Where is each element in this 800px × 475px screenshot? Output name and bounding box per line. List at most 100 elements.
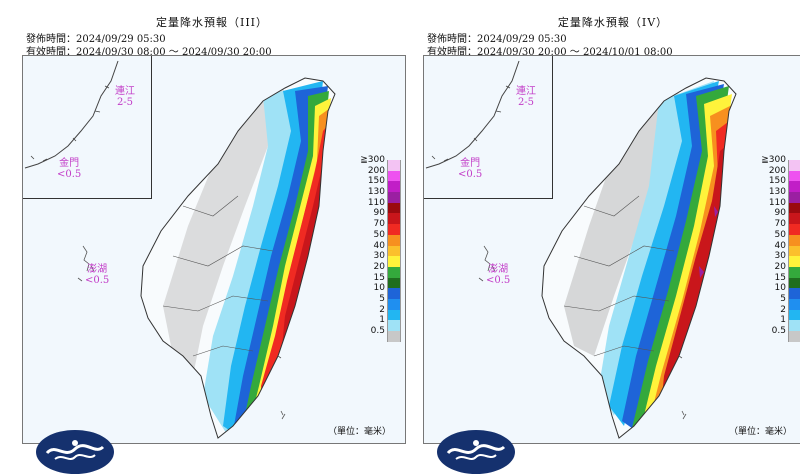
taiwan-rainfall-svg: [77, 77, 336, 439]
legend-row: 20: [345, 262, 401, 278]
legend-swatch: [387, 331, 401, 342]
legend-row: 10: [345, 283, 401, 299]
island-label-penghu: 澎湖 <0.5: [85, 264, 109, 286]
legend-row: 0.5: [746, 326, 800, 342]
legend-row: 50: [746, 230, 800, 246]
inset-coast-svg: [425, 60, 520, 169]
panel-title: 定量降水預報（IV）: [557, 16, 669, 29]
legend-row: 0.5: [345, 326, 401, 342]
legend-swatch: [788, 266, 800, 278]
legend-label: 10: [373, 283, 385, 294]
legend-label: 2: [780, 304, 786, 315]
legend-row: 40: [345, 241, 401, 257]
island-label-penghu: 澎湖 <0.5: [486, 264, 510, 286]
legend-swatch: [788, 320, 800, 331]
legend-swatch: [387, 245, 401, 257]
legend-swatch: [387, 202, 401, 214]
cwa-logo-svg: [437, 430, 515, 474]
legend-label: 40: [774, 240, 786, 251]
valid-time: 有效時間：2024/09/30 08:00 ～ 2024/09/30 20:00: [26, 47, 272, 58]
island-value: <0.5: [486, 275, 511, 286]
legend-row: 20: [746, 262, 800, 278]
legend-row: 30: [746, 251, 800, 267]
legend-label: 10: [774, 283, 786, 294]
legend-label: 130: [367, 187, 385, 198]
legend-label: 30: [373, 251, 385, 262]
legend-label: 70: [373, 219, 385, 230]
legend-swatch: [788, 245, 800, 257]
legend-swatch: [387, 277, 401, 289]
legend-row: 110: [345, 198, 401, 214]
legend-label: 50: [373, 229, 385, 240]
legend-row: 110: [746, 198, 800, 214]
legend-row: 130: [345, 187, 401, 203]
legend-label: 150: [367, 176, 385, 187]
legend-swatch: [387, 192, 401, 203]
outlying-islands-inset: [23, 56, 152, 199]
legend-label: 90: [373, 208, 385, 219]
issued-time: 發佈時間：2024/09/29 05:30: [26, 34, 166, 45]
legend-swatch: [387, 288, 401, 299]
issued-time: 發佈時間：2024/09/29 05:30: [427, 34, 567, 45]
legend-label: 130: [768, 187, 786, 198]
legend-label: ≧300: [360, 155, 385, 165]
island-value: <0.5: [458, 169, 483, 180]
legend-label: 5: [780, 293, 786, 304]
legend-row: 90: [345, 208, 401, 225]
legend-label: 20: [373, 261, 385, 272]
cwa-logo-svg: [36, 430, 114, 474]
island-label-kinmen: 金門 <0.5: [458, 158, 482, 180]
island-name: 連江: [115, 86, 135, 97]
legend-swatch: [387, 224, 401, 235]
legend-row: 130: [746, 187, 800, 203]
legend-swatch: [387, 213, 401, 225]
legend-label: 110: [768, 197, 786, 208]
legend-swatch: [387, 298, 401, 310]
legend-swatch: [788, 298, 800, 310]
legend-row: 200: [345, 166, 401, 182]
taiwan-rainfall-svg: [478, 77, 737, 439]
legend-row: 15: [345, 273, 401, 289]
legend-swatch: [788, 224, 800, 235]
legend-swatch: [788, 256, 800, 267]
rainfall-map: 連江 2-5 金門 <0.5 澎湖 <0.5 ≧300 200 150 130 110 9…: [423, 55, 800, 474]
island-name: 連江: [516, 86, 536, 97]
legend-label: ≧300: [761, 155, 786, 165]
island-label-kinmen: 金門 <0.5: [57, 158, 81, 180]
legend-label: 1: [780, 315, 786, 326]
qpf-panel-4: 定量降水預報（IV） 發佈時間：2024/09/29 05:30 有效時間：20…: [423, 0, 800, 474]
legend-swatch: [788, 170, 800, 182]
legend-swatch: [387, 309, 401, 321]
legend-label: 200: [367, 165, 385, 176]
legend-label: 20: [774, 261, 786, 272]
rainfall-map: 連江 2-5 金門 <0.5 澎湖 <0.5 ≧300 200 150 130 110 9…: [22, 55, 406, 474]
island-name: 金門: [59, 158, 80, 169]
legend-row: 5: [345, 294, 401, 310]
legend-row: 50: [345, 230, 401, 246]
island-name: 澎湖: [488, 264, 509, 275]
legend-label: 200: [768, 165, 786, 176]
legend-label: 90: [774, 208, 786, 219]
legend-swatch: [788, 192, 800, 203]
legend-label: 5: [379, 293, 385, 304]
legend-label: 50: [774, 229, 786, 240]
panel-title: 定量降水預報（III）: [155, 16, 269, 29]
rainfall-legend: ≧300 200 150 130 110 90 70 50 40 30 20 15 10 5 2 1 0.5: [746, 155, 800, 342]
qpf-panel-3: 定量降水預報（III） 發佈時間：2024/09/29 05:30 有效時間：2…: [22, 0, 406, 474]
legend-row: 5: [746, 294, 800, 310]
legend-swatch: [788, 277, 800, 289]
legend-swatch: [387, 160, 401, 171]
island-name: 澎湖: [87, 264, 108, 275]
valid-time: 有效時間：2024/09/30 20:00 ～ 2024/10/01 08:00: [427, 47, 673, 58]
inset-coast-svg: [24, 60, 119, 169]
legend-row: ≧300: [345, 155, 401, 171]
legend-swatch: [387, 266, 401, 278]
legend-row: 90: [746, 208, 800, 225]
unit-label: （單位：毫米）: [728, 427, 792, 437]
rainfall-legend: ≧300 200 150 130 110 90 70 50 40 30 20 15 10 5 2 1 0.5: [345, 155, 401, 342]
legend-swatch: [788, 202, 800, 214]
legend-row: 200: [746, 166, 800, 182]
legend-label: 2: [379, 304, 385, 315]
legend-swatch: [788, 213, 800, 225]
legend-label: 110: [367, 197, 385, 208]
